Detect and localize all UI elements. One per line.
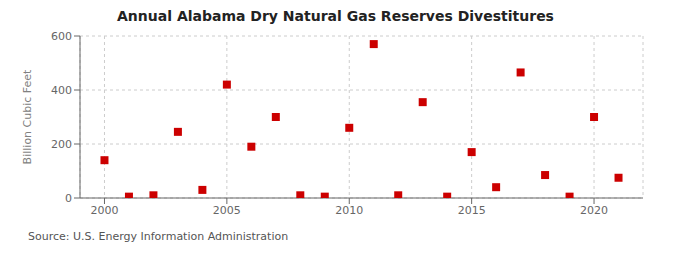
- svg-text:2015: 2015: [458, 204, 486, 217]
- svg-text:2005: 2005: [213, 204, 241, 217]
- html-text:Annual Alabama Dry Natural Gas: Annual Alabama Dry Natural Gas Reserves …: [117, 8, 554, 24]
- svg-text:2020: 2020: [580, 204, 608, 217]
- svg-text:600: 600: [51, 30, 72, 43]
- svg-text:2010: 2010: [335, 204, 363, 217]
- svg-text:Billion Cubic Feet: Billion Cubic Feet: [21, 69, 34, 164]
- svg-text:2000: 2000: [90, 204, 118, 217]
- html-text:Source: U.S. Energy Informatio: Source: U.S. Energy Information Administ…: [28, 230, 289, 243]
- svg-text:400: 400: [51, 84, 72, 97]
- svg-text:0: 0: [65, 192, 72, 205]
- svg-text:200: 200: [51, 138, 72, 151]
